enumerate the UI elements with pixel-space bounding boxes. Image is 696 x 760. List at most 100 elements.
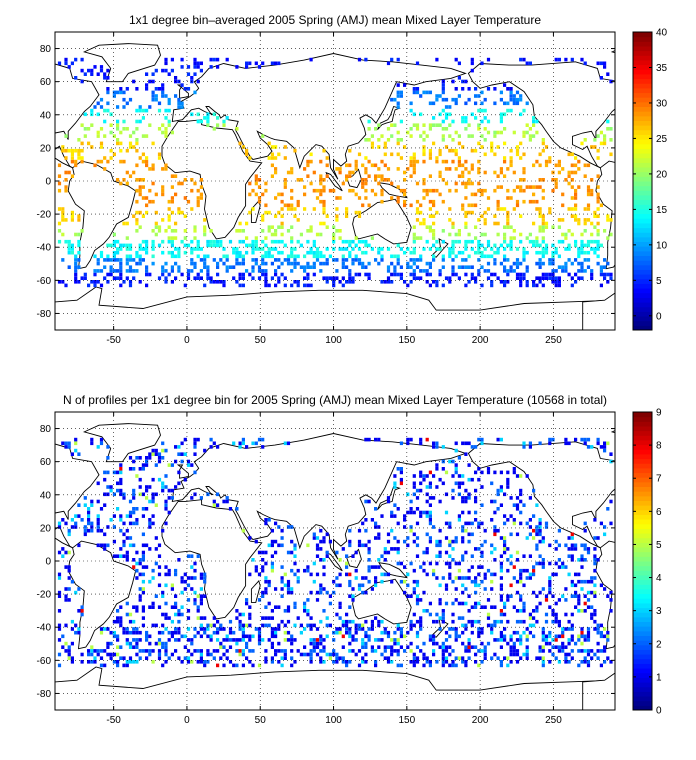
data-cell <box>257 663 262 668</box>
data-cell <box>367 243 371 248</box>
data-cell <box>238 141 242 146</box>
data-cell <box>332 660 336 664</box>
data-cell <box>248 243 252 248</box>
data-cell <box>290 641 294 646</box>
data-cell <box>264 243 268 248</box>
data-cell <box>461 623 465 628</box>
data-cell <box>367 276 371 280</box>
data-cell <box>103 543 107 548</box>
data-cell <box>503 514 507 518</box>
data-cell <box>403 170 407 175</box>
data-cell <box>577 649 581 653</box>
data-cell <box>496 221 500 226</box>
data-cell <box>183 214 187 218</box>
data-cell <box>348 605 352 609</box>
data-cell <box>125 660 129 664</box>
data-cell <box>361 181 365 186</box>
data-cell <box>225 496 229 500</box>
data-cell <box>74 525 78 529</box>
data-cell <box>496 507 500 511</box>
data-cell <box>264 605 268 609</box>
data-cell <box>183 196 187 200</box>
data-cell <box>148 605 152 609</box>
data-cell <box>454 481 458 486</box>
data-cell <box>503 159 507 164</box>
data-cell <box>328 276 332 280</box>
data-cell <box>509 583 513 588</box>
data-cell <box>70 152 74 157</box>
data-cell <box>351 280 355 284</box>
data-cell <box>96 72 100 76</box>
data-cell <box>364 138 368 142</box>
data-cell <box>574 156 578 160</box>
data-cell <box>341 258 345 262</box>
data-cell <box>277 525 281 529</box>
data-cell <box>167 568 171 573</box>
data-cell <box>177 265 181 269</box>
data-cell <box>109 265 113 269</box>
data-cell <box>480 101 484 106</box>
data-cell <box>499 90 503 95</box>
data-cell <box>335 612 339 617</box>
data-cell <box>583 579 587 584</box>
data-cell <box>580 261 584 266</box>
data-cell <box>532 528 536 533</box>
data-cell <box>474 547 478 551</box>
data-cell <box>57 623 62 628</box>
data-cell <box>345 630 349 635</box>
data-cell <box>157 649 162 653</box>
data-cell <box>567 243 571 248</box>
data-cell <box>87 283 91 288</box>
data-cell <box>70 159 74 164</box>
data-cell <box>503 638 507 642</box>
data-cell <box>564 543 568 548</box>
data-cell <box>448 254 452 259</box>
data-cell <box>377 565 381 569</box>
data-cell <box>125 663 129 668</box>
data-cell <box>451 612 455 617</box>
data-cell <box>96 649 100 653</box>
data-cell <box>67 576 71 580</box>
data-cell <box>77 609 81 613</box>
data-cell <box>477 123 481 127</box>
data-cell <box>241 261 245 266</box>
data-cell <box>390 254 394 259</box>
data-cell <box>77 265 81 269</box>
data-cell <box>515 90 520 95</box>
data-cell <box>586 652 591 657</box>
data-cell <box>264 656 268 660</box>
data-cell <box>503 239 507 244</box>
data-cell <box>241 649 245 653</box>
data-cell <box>390 280 394 284</box>
data-cell <box>170 239 174 244</box>
data-cell <box>554 181 558 186</box>
data-cell <box>422 663 426 668</box>
data-cell <box>596 247 600 251</box>
data-cell <box>222 652 226 657</box>
data-cell <box>141 152 145 157</box>
data-cell <box>280 543 284 548</box>
data-cell <box>119 514 123 518</box>
data-cell <box>522 258 526 262</box>
data-cell <box>212 112 216 117</box>
data-cell <box>535 239 539 244</box>
data-cell <box>490 272 494 277</box>
data-cell <box>519 594 523 598</box>
data-cell <box>583 229 587 233</box>
data-cell <box>164 485 168 489</box>
data-cell <box>554 601 558 606</box>
data-cell <box>396 641 400 646</box>
data-cell <box>193 634 197 639</box>
data-cell <box>528 127 532 131</box>
data-cell <box>541 587 545 591</box>
data-cell <box>270 156 274 160</box>
data-cell <box>435 97 439 102</box>
data-cell <box>486 261 491 266</box>
data-cell <box>486 130 491 135</box>
data-cell <box>419 236 423 240</box>
data-cell <box>406 167 410 171</box>
data-cell <box>515 590 520 595</box>
data-cell <box>396 627 400 631</box>
data-cell <box>496 203 500 208</box>
